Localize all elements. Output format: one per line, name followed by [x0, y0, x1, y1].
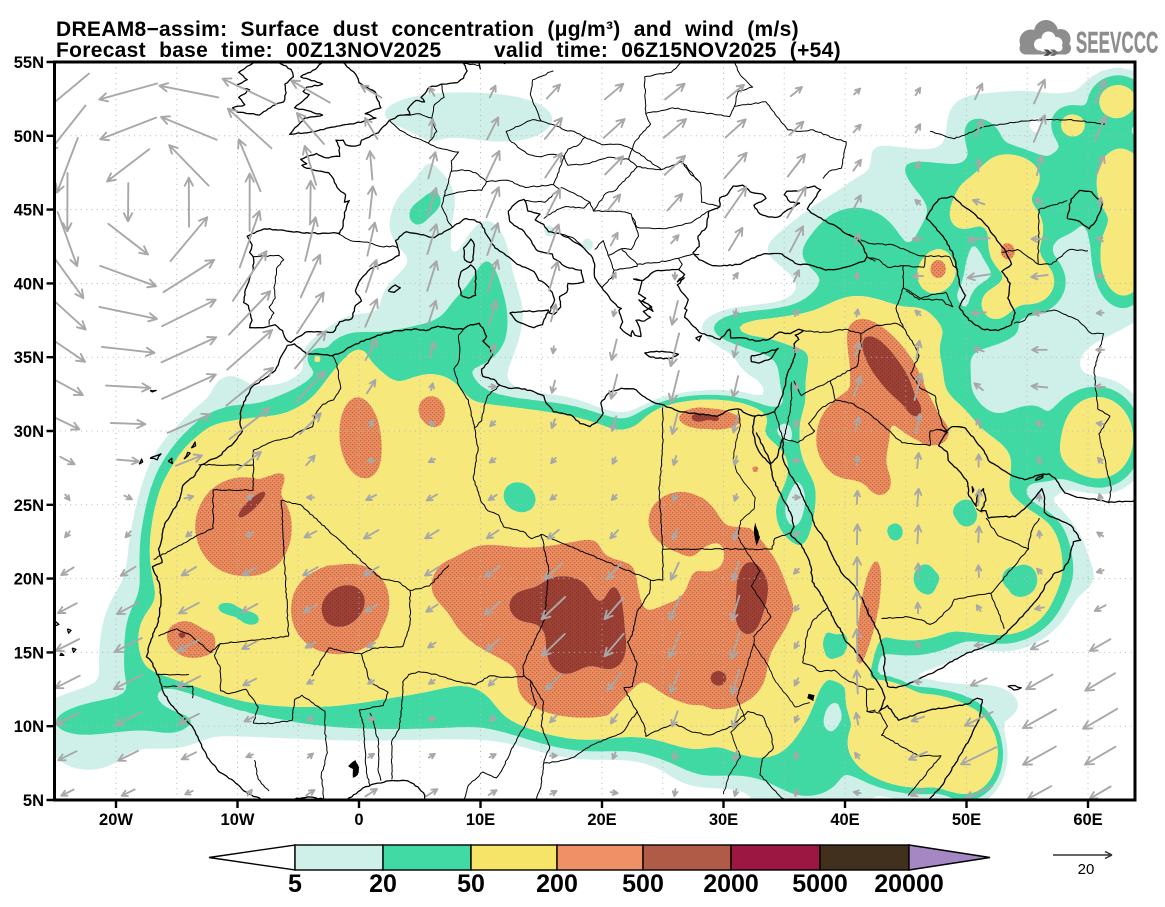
svg-text:Forecast base time: 00Z13NOV20: Forecast base time: 00Z13NOV2025 valid t… [56, 39, 841, 62]
svg-text:10W: 10W [221, 811, 255, 829]
svg-text:30E: 30E [709, 811, 738, 829]
svg-text:40N: 40N [14, 275, 44, 293]
svg-text:20N: 20N [14, 571, 44, 589]
svg-text:20E: 20E [587, 811, 616, 829]
svg-text:SEEVCCC: SEEVCCC [1076, 27, 1158, 60]
svg-text:10E: 10E [466, 811, 495, 829]
svg-text:0: 0 [354, 811, 363, 829]
svg-text:25N: 25N [14, 497, 44, 515]
svg-text:50N: 50N [14, 128, 44, 146]
svg-text:55N: 55N [14, 54, 44, 72]
svg-text:200: 200 [536, 870, 578, 898]
svg-text:50E: 50E [952, 811, 981, 829]
svg-text:20: 20 [369, 870, 397, 898]
svg-text:2000: 2000 [703, 870, 759, 898]
svg-text:5N: 5N [23, 792, 44, 810]
svg-text:20: 20 [1078, 861, 1095, 878]
svg-text:50: 50 [457, 870, 485, 898]
svg-text:45N: 45N [14, 202, 44, 220]
svg-text:DREAM8−assim: Surface dust con: DREAM8−assim: Surface dust concentration… [56, 18, 799, 41]
svg-text:20000: 20000 [874, 870, 944, 898]
svg-text:500: 500 [622, 870, 664, 898]
svg-text:20W: 20W [99, 811, 133, 829]
svg-text:35N: 35N [14, 349, 44, 367]
svg-text:5000: 5000 [792, 870, 848, 898]
svg-text:5: 5 [288, 870, 302, 898]
svg-text:40E: 40E [830, 811, 859, 829]
svg-text:30N: 30N [14, 423, 44, 441]
svg-text:60E: 60E [1073, 811, 1102, 829]
svg-text:10N: 10N [14, 718, 44, 736]
svg-text:15N: 15N [14, 644, 44, 662]
